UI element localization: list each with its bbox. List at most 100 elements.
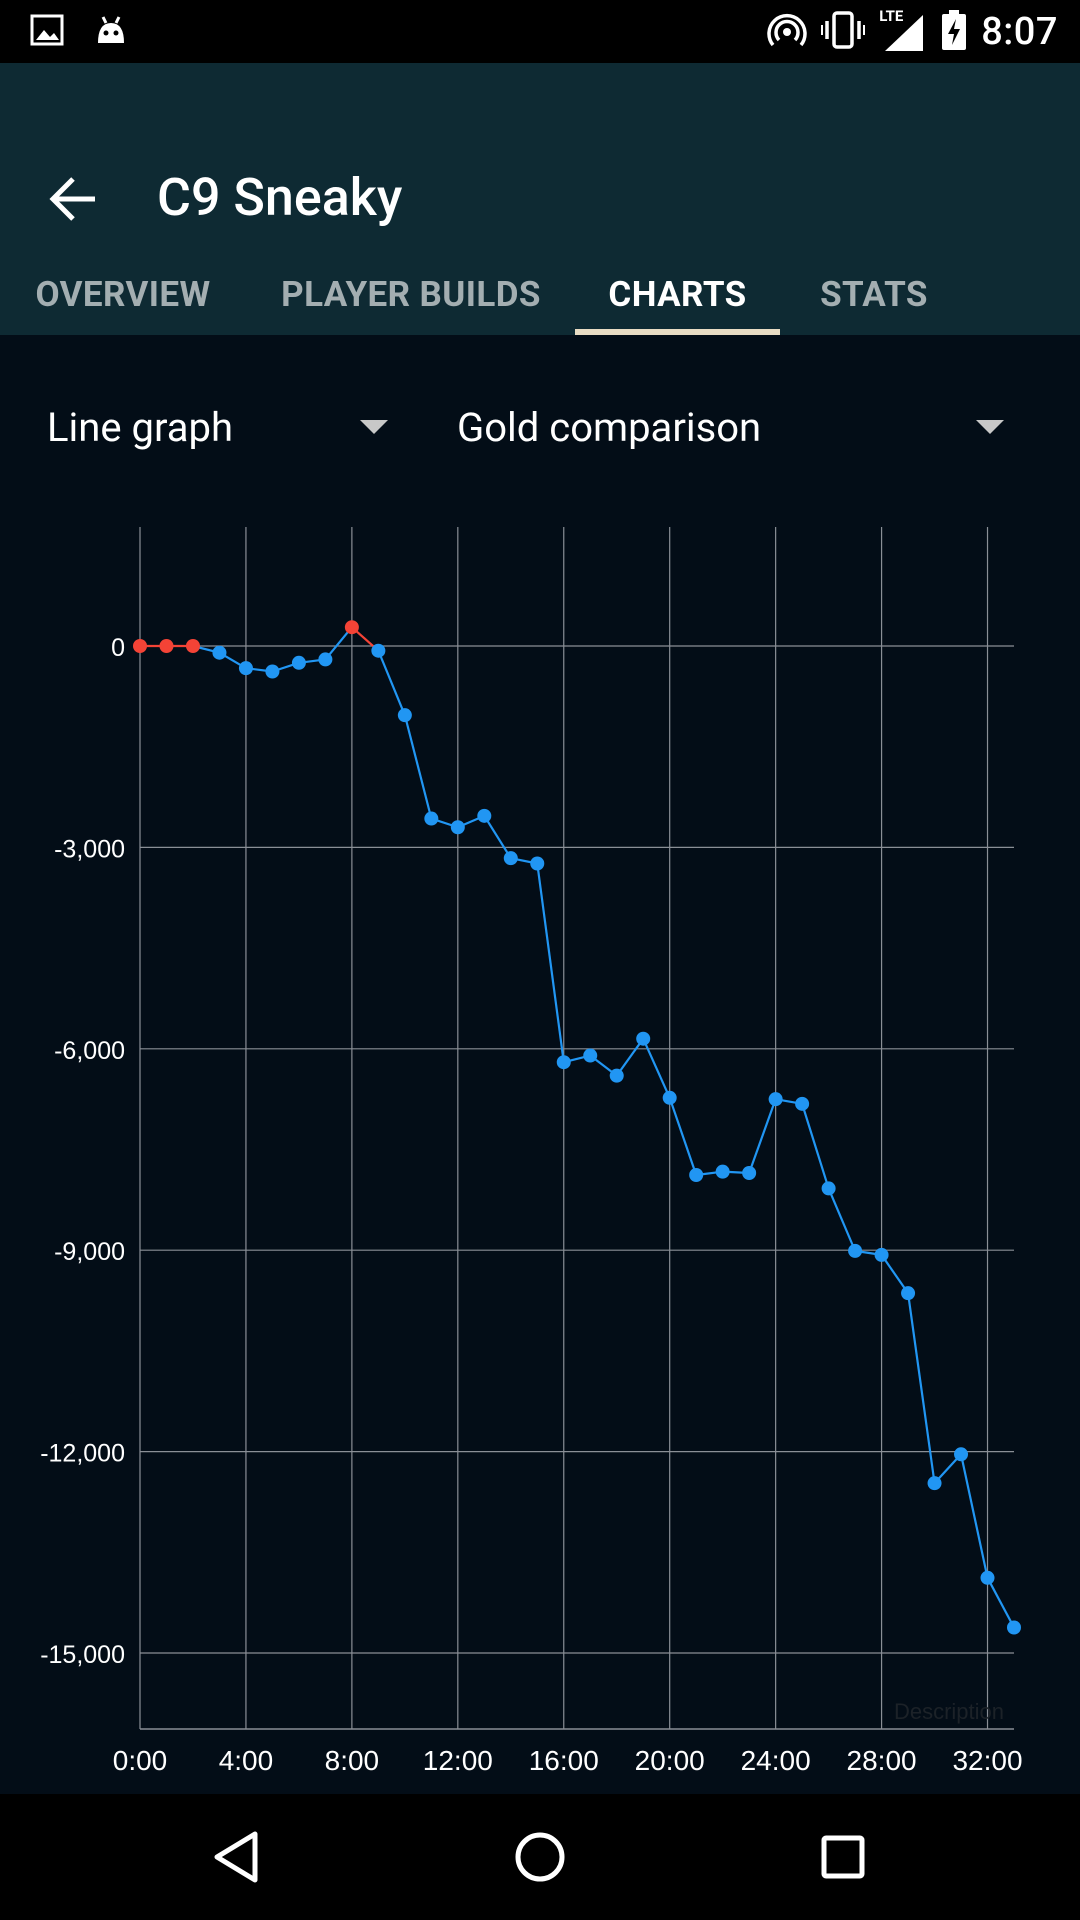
data-point (159, 639, 174, 653)
series-segment (827, 1188, 857, 1252)
data-point (265, 664, 280, 679)
series-segment (615, 1038, 645, 1077)
android-icon (94, 13, 128, 51)
nav-recents-button[interactable] (803, 1819, 883, 1899)
data-point (185, 639, 200, 653)
data-point (901, 1286, 916, 1301)
chart-type-value: Line graph (47, 403, 233, 451)
data-point (821, 1181, 836, 1196)
home-circle-icon (513, 1830, 567, 1888)
data-point (424, 811, 439, 826)
data-point (980, 1570, 995, 1585)
metric-value: Gold comparison (457, 403, 762, 451)
tab-overview[interactable]: OVERVIEW (35, 273, 211, 315)
series-segment (483, 815, 512, 859)
data-point (371, 643, 386, 658)
vibrate-icon (821, 10, 866, 54)
y-tick-label: -3,000 (54, 835, 125, 863)
data-point (662, 1090, 677, 1105)
series-segment (642, 1038, 671, 1099)
x-tick-label: 20:00 (635, 1745, 705, 1776)
x-tick-label: 8:00 (325, 1745, 380, 1776)
x-tick-label: 24:00 (741, 1745, 811, 1776)
app-bar: C9 Sneaky OVERVIEW PLAYER BUILDS CHARTS … (0, 63, 1080, 335)
network-type-label: LTE (879, 6, 904, 25)
dropdown-arrow-icon (360, 420, 388, 434)
data-point (133, 639, 147, 653)
data-point (848, 1243, 863, 1258)
data-point (795, 1096, 810, 1111)
chart-lines (140, 626, 1015, 1629)
recents-square-icon (819, 1833, 867, 1885)
chart-grid (139, 527, 1014, 1730)
tab-charts[interactable]: CHARTS (608, 273, 747, 315)
x-tick-label: 12:00 (423, 1745, 493, 1776)
data-point (715, 1164, 730, 1179)
data-point (874, 1247, 889, 1262)
y-tick-label: -15,000 (40, 1641, 125, 1669)
page-title: C9 Sneaky (157, 167, 403, 228)
back-triangle-icon (211, 1830, 261, 1888)
status-bar: LTE 8:07 (0, 0, 1080, 63)
series-segment (403, 714, 433, 819)
data-point (291, 655, 306, 670)
series-segment (880, 1254, 909, 1294)
data-point (397, 708, 412, 723)
tab-indicator (575, 329, 780, 335)
series-segment (377, 650, 406, 716)
series-segment (986, 1577, 1015, 1629)
data-point (477, 808, 492, 823)
chart-type-select[interactable]: Line graph (47, 390, 392, 464)
series-segment (959, 1454, 989, 1579)
x-tick-label: 0:00 (113, 1745, 168, 1776)
data-point (1007, 1620, 1021, 1635)
x-tick-label: 4:00 (219, 1745, 274, 1776)
tab-stats[interactable]: STATS (820, 273, 928, 315)
data-point (583, 1048, 598, 1063)
series-segment (536, 863, 565, 1063)
data-point (768, 1092, 783, 1107)
y-tick-label: 0 (111, 634, 125, 662)
clock: 8:07 (981, 9, 1058, 54)
dropdown-arrow-icon (976, 420, 1004, 434)
hotspot-icon (767, 10, 807, 54)
series-segment (748, 1098, 777, 1174)
y-tick-label: -9,000 (54, 1238, 125, 1266)
data-point (689, 1168, 704, 1183)
image-icon (30, 13, 64, 51)
data-point (954, 1447, 969, 1462)
chart-axis-labels: 0:00 4:00 8:00 12:00 16:00 20:00 24:00 28:00 32:… (40, 634, 1022, 1776)
data-point (556, 1055, 571, 1070)
x-tick-label: 16:00 (529, 1745, 599, 1776)
series-segment (906, 1293, 936, 1484)
gold-comparison-chart[interactable]: 0:00 4:00 8:00 12:00 16:00 20:00 24:00 28:00 32:… (0, 0, 1080, 1794)
series-segment (801, 1103, 830, 1189)
y-tick-label: -12,000 (40, 1440, 125, 1468)
data-point (927, 1476, 942, 1491)
metric-select[interactable]: Gold comparison (457, 390, 1017, 464)
data-point (503, 851, 518, 866)
data-point (530, 856, 545, 871)
signal-icon: LTE (879, 7, 927, 53)
data-point (344, 620, 359, 635)
data-point (450, 820, 465, 835)
nav-home-button[interactable] (500, 1819, 580, 1899)
chart-description: Description (894, 1699, 1004, 1724)
data-point (212, 645, 227, 660)
chart-points (133, 620, 1021, 1635)
battery-charging-icon (941, 9, 967, 55)
tab-player-builds[interactable]: PLAYER BUILDS (281, 273, 541, 315)
data-point (636, 1031, 651, 1046)
arrow-back-icon (49, 176, 99, 226)
back-button[interactable] (44, 171, 104, 231)
data-point (742, 1165, 757, 1180)
x-tick-label: 28:00 (847, 1745, 917, 1776)
nav-back-button[interactable] (196, 1819, 276, 1899)
data-point (318, 652, 333, 667)
tab-bar: OVERVIEW PLAYER BUILDS CHARTS STATS (0, 253, 1080, 335)
series-segment (668, 1097, 698, 1176)
x-tick-label: 32:00 (952, 1745, 1022, 1776)
navigation-bar (0, 1794, 1080, 1920)
data-point (609, 1068, 624, 1083)
data-point (238, 661, 253, 676)
